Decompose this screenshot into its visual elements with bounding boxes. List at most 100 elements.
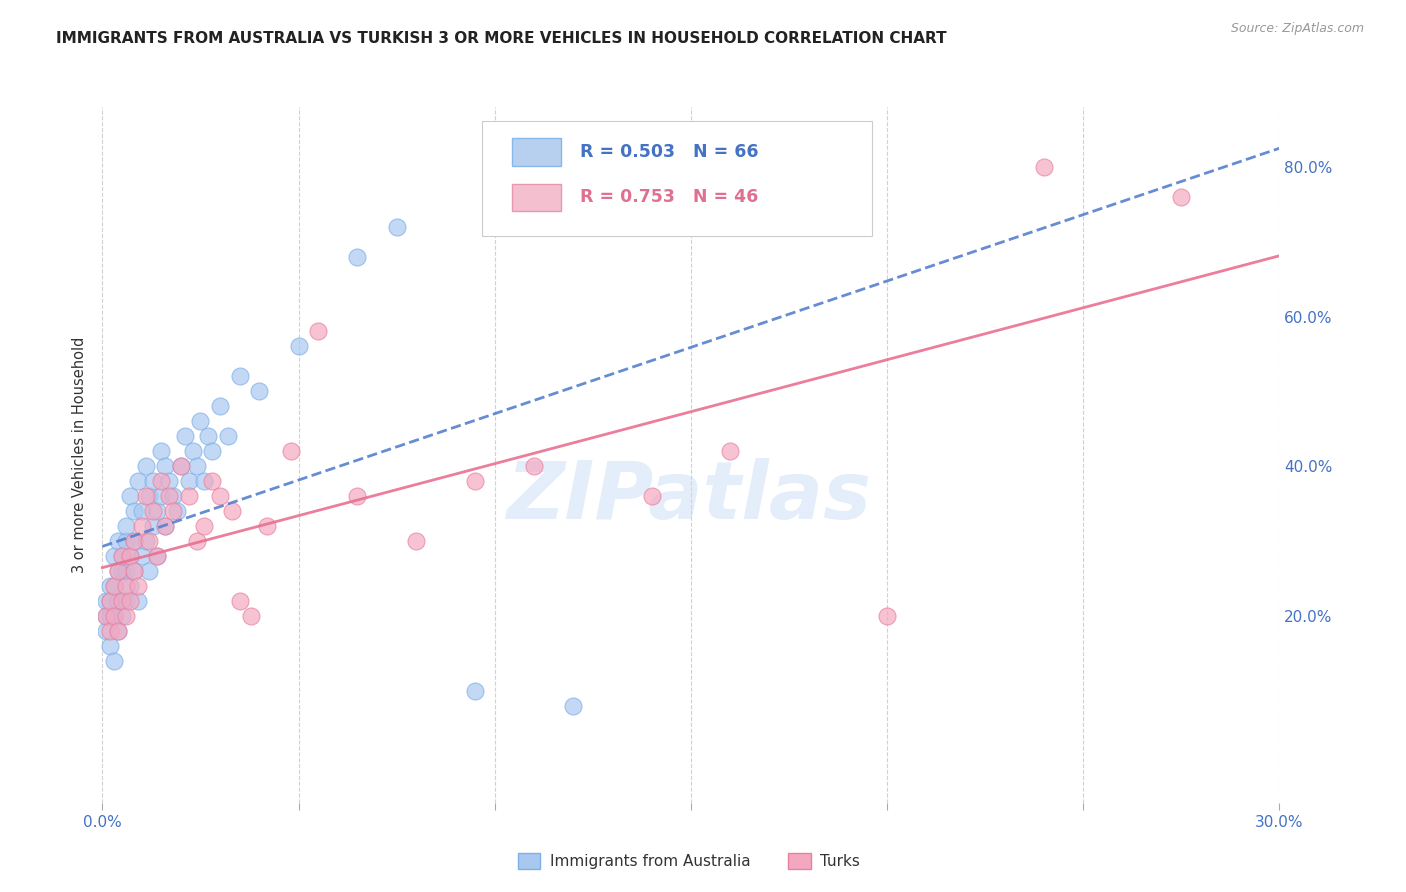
FancyBboxPatch shape (512, 138, 561, 166)
Point (464, 474, 486, 488)
Point (146, 504, 169, 518)
Point (107, 624, 129, 638)
FancyBboxPatch shape (482, 121, 872, 235)
Point (118, 579, 141, 593)
Point (115, 564, 138, 578)
Point (523, 459, 546, 474)
Point (240, 608, 263, 623)
Point (177, 474, 200, 488)
Point (209, 399, 232, 413)
Y-axis label: 3 or more Vehicles in Household: 3 or more Vehicles in Household (72, 337, 87, 573)
Text: R = 0.753   N = 46: R = 0.753 N = 46 (581, 188, 758, 206)
Point (107, 624, 129, 638)
Point (201, 474, 224, 488)
Point (107, 564, 129, 578)
Point (134, 489, 156, 503)
Point (142, 474, 165, 488)
Point (405, 533, 427, 548)
Point (111, 549, 134, 563)
Point (122, 533, 145, 548)
Point (127, 474, 149, 488)
Point (346, 489, 368, 503)
Point (307, 325, 329, 339)
Point (153, 519, 176, 533)
Point (876, 608, 898, 623)
Point (96, 624, 118, 638)
Point (111, 549, 134, 563)
Point (193, 474, 215, 488)
Point (287, 339, 309, 353)
Point (228, 594, 250, 608)
Point (127, 594, 149, 608)
Point (640, 489, 662, 503)
Point (138, 564, 160, 578)
Point (186, 459, 208, 474)
Point (96, 608, 118, 623)
Point (122, 564, 145, 578)
Point (346, 250, 368, 264)
Point (197, 429, 219, 443)
Point (201, 444, 224, 458)
Text: R = 0.503   N = 66: R = 0.503 N = 66 (581, 144, 759, 161)
Point (142, 504, 165, 518)
Point (186, 533, 208, 548)
Text: ZIPatlas: ZIPatlas (506, 458, 872, 536)
Point (193, 519, 215, 533)
Point (98, 639, 121, 653)
Point (228, 369, 250, 384)
Point (122, 504, 145, 518)
Point (134, 533, 156, 548)
Point (103, 654, 125, 668)
Point (173, 429, 195, 443)
Point (96, 594, 118, 608)
Point (103, 608, 125, 623)
Point (221, 504, 243, 518)
Point (150, 474, 173, 488)
Point (111, 608, 134, 623)
Point (115, 519, 138, 533)
Point (98, 579, 121, 593)
Point (103, 579, 125, 593)
Point (138, 533, 160, 548)
Point (170, 459, 193, 474)
Point (111, 594, 134, 608)
Point (118, 549, 141, 563)
Text: Source: ZipAtlas.com: Source: ZipAtlas.com (1230, 22, 1364, 36)
Point (247, 384, 270, 399)
Point (146, 549, 169, 563)
Point (107, 533, 129, 548)
Point (153, 519, 176, 533)
Point (134, 459, 156, 474)
Point (150, 489, 173, 503)
Point (131, 549, 153, 563)
Point (280, 444, 302, 458)
Point (190, 414, 212, 428)
Point (98, 594, 121, 608)
Point (98, 608, 121, 623)
Point (98, 594, 121, 608)
Point (256, 519, 278, 533)
Point (103, 608, 125, 623)
Point (157, 474, 180, 488)
Point (181, 444, 204, 458)
Point (1033, 160, 1056, 174)
Point (1170, 190, 1192, 204)
Point (157, 489, 180, 503)
Point (118, 549, 141, 563)
Point (209, 489, 232, 503)
Point (142, 519, 165, 533)
Point (385, 219, 408, 234)
Point (138, 489, 160, 503)
Point (131, 519, 153, 533)
Point (118, 594, 141, 608)
Point (111, 564, 134, 578)
Point (122, 564, 145, 578)
Point (115, 594, 138, 608)
Point (153, 459, 176, 474)
Point (115, 608, 138, 623)
Point (166, 504, 188, 518)
Point (162, 489, 184, 503)
Legend: Immigrants from Australia, Turks: Immigrants from Australia, Turks (512, 847, 866, 875)
Point (127, 579, 149, 593)
Point (103, 549, 125, 563)
